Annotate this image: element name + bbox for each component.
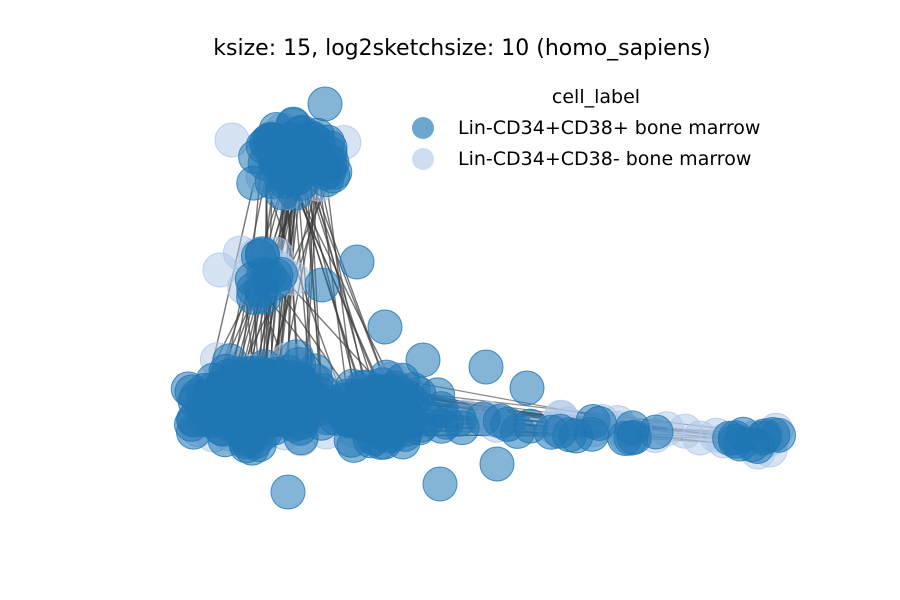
node-cd38-positive (263, 256, 298, 292)
node-cd38-positive (424, 408, 459, 444)
node-cd38-positive (509, 370, 545, 406)
node-cd38-positive (176, 414, 211, 450)
graph-nodes (170, 86, 796, 510)
node-cd38-positive (267, 157, 303, 193)
node-cd38-positive (212, 343, 248, 379)
node-cd38-positive (312, 130, 348, 166)
node-cd38-positive (270, 474, 306, 510)
legend-item-cd38-negative: Lin-CD34+CD38- bone marrow (400, 143, 820, 174)
plot-title: ksize: 15, log2sketchsize: 10 (homo_sapi… (213, 36, 711, 61)
node-cd38-positive (307, 86, 343, 122)
node-cd38-negative (202, 252, 238, 288)
legend-marker-cd38-negative (412, 147, 434, 170)
legend-label-cd38-positive: Lin-CD34+CD38+ bone marrow (458, 116, 761, 139)
legend-marker-cd38-positive (412, 116, 434, 139)
node-cd38-positive (638, 414, 674, 450)
node-cd38-positive (490, 406, 526, 442)
node-cd38-positive (558, 418, 594, 454)
node-cd38-positive (479, 446, 515, 482)
legend: cell_label Lin-CD34+CD38+ bone marrow Li… (400, 86, 820, 174)
node-cd38-positive (367, 309, 403, 345)
node-cd38-positive (405, 342, 441, 378)
node-cd38-positive (468, 349, 504, 385)
node-cd38-positive (179, 379, 215, 415)
node-cd38-positive (722, 426, 758, 462)
node-cd38-positive (353, 394, 388, 430)
node-cd38-positive (236, 271, 272, 307)
node-cd38-negative (682, 420, 718, 456)
node-cd38-positive (339, 244, 375, 280)
node-cd38-positive (373, 418, 409, 454)
node-cd38-positive (304, 267, 340, 303)
legend-item-cd38-positive: Lin-CD34+CD38+ bone marrow (400, 112, 820, 143)
node-cd38-positive (279, 366, 315, 401)
node-cd38-positive (258, 393, 294, 428)
legend-title: cell_label (551, 86, 641, 108)
legend-label-cd38-negative: Lin-CD34+CD38- bone marrow (458, 147, 752, 170)
node-cd38-positive (422, 466, 458, 502)
